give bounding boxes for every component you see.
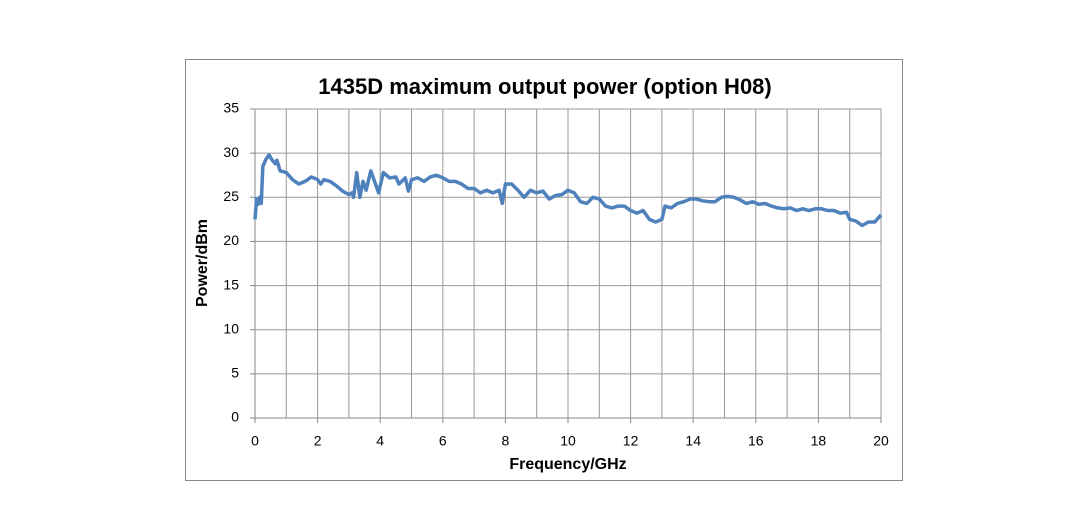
x-tick-label: 10 bbox=[560, 433, 576, 449]
y-tick-label: 5 bbox=[231, 365, 239, 381]
x-tick-label: 20 bbox=[873, 433, 889, 449]
y-tick-label: 0 bbox=[231, 409, 239, 425]
x-tick-label: 2 bbox=[314, 433, 322, 449]
x-axis-label: Frequency/GHz bbox=[509, 456, 626, 473]
chart-border bbox=[185, 59, 903, 481]
y-tick-label: 30 bbox=[223, 144, 239, 160]
y-tick-label: 25 bbox=[223, 188, 239, 204]
x-tick-label: 0 bbox=[251, 433, 259, 449]
x-tick-label: 8 bbox=[502, 433, 510, 449]
x-tick-label: 16 bbox=[748, 433, 764, 449]
y-tick-label: 20 bbox=[223, 232, 239, 248]
x-tick-label: 18 bbox=[811, 433, 827, 449]
y-tick-label: 35 bbox=[223, 100, 239, 116]
x-tick-label: 14 bbox=[685, 433, 701, 449]
y-axis-label: Power/dBm bbox=[194, 219, 211, 307]
chart-title: 1435D maximum output power (option H08) bbox=[318, 74, 772, 99]
x-tick-label: 6 bbox=[439, 433, 447, 449]
x-tick-label: 12 bbox=[623, 433, 639, 449]
y-tick-label: 10 bbox=[223, 320, 239, 336]
y-tick-label: 15 bbox=[223, 276, 239, 292]
data-line bbox=[253, 153, 883, 228]
x-tick-label: 4 bbox=[376, 433, 384, 449]
